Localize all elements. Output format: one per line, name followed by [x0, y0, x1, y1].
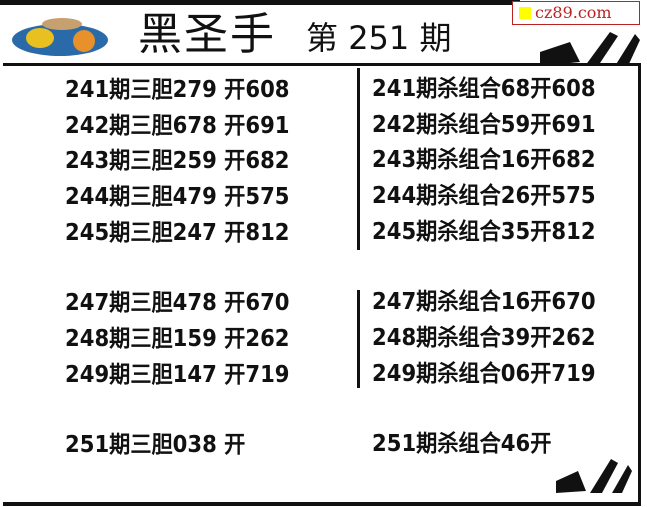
- right-row: 248期杀组合39开262: [372, 325, 596, 351]
- left-row: 248期三胆159 开262: [65, 326, 290, 352]
- logo-graphic: [12, 18, 108, 56]
- issue-suffix: 期: [419, 19, 452, 57]
- right-row: 243期杀组合16开682: [372, 147, 596, 173]
- left-row: 245期三胆247 开812: [65, 220, 290, 246]
- left-row: 247期三胆478 开670: [65, 290, 290, 316]
- right-row-current: 251期杀组合46开: [372, 431, 552, 457]
- page-title: 黑圣手: [138, 9, 276, 60]
- ol-graphic-bottom: [556, 459, 632, 493]
- ol-graphic-top: [540, 32, 640, 66]
- left-row: 242期三胆678 开691: [65, 113, 290, 139]
- right-row: 245期杀组合35开812: [372, 219, 596, 245]
- right-row: 247期杀组合16开670: [372, 289, 596, 315]
- content-frame: [3, 63, 641, 506]
- left-row: 244期三胆479 开575: [65, 184, 290, 210]
- column-divider: [357, 68, 360, 250]
- left-row: 241期三胆279 开608: [65, 77, 290, 103]
- right-row: 241期杀组合68开608: [372, 76, 596, 102]
- top-rule: [0, 0, 520, 5]
- left-row-current: 251期三胆038 开: [65, 432, 246, 458]
- issue-number: 251: [348, 19, 410, 57]
- issue-prefix: 第: [306, 19, 339, 57]
- square-icon: [519, 7, 531, 19]
- watermark-badge[interactable]: cz89.com: [512, 1, 640, 25]
- left-row: 249期三胆147 开719: [65, 362, 290, 388]
- issue-label: 第 251 期: [306, 18, 451, 58]
- left-row: 243期三胆259 开682: [65, 148, 290, 174]
- right-row: 244期杀组合26开575: [372, 183, 596, 209]
- right-row: 242期杀组合59开691: [372, 112, 596, 138]
- watermark-text: cz89.com: [535, 3, 612, 22]
- right-row: 249期杀组合06开719: [372, 361, 596, 387]
- column-divider: [357, 290, 360, 388]
